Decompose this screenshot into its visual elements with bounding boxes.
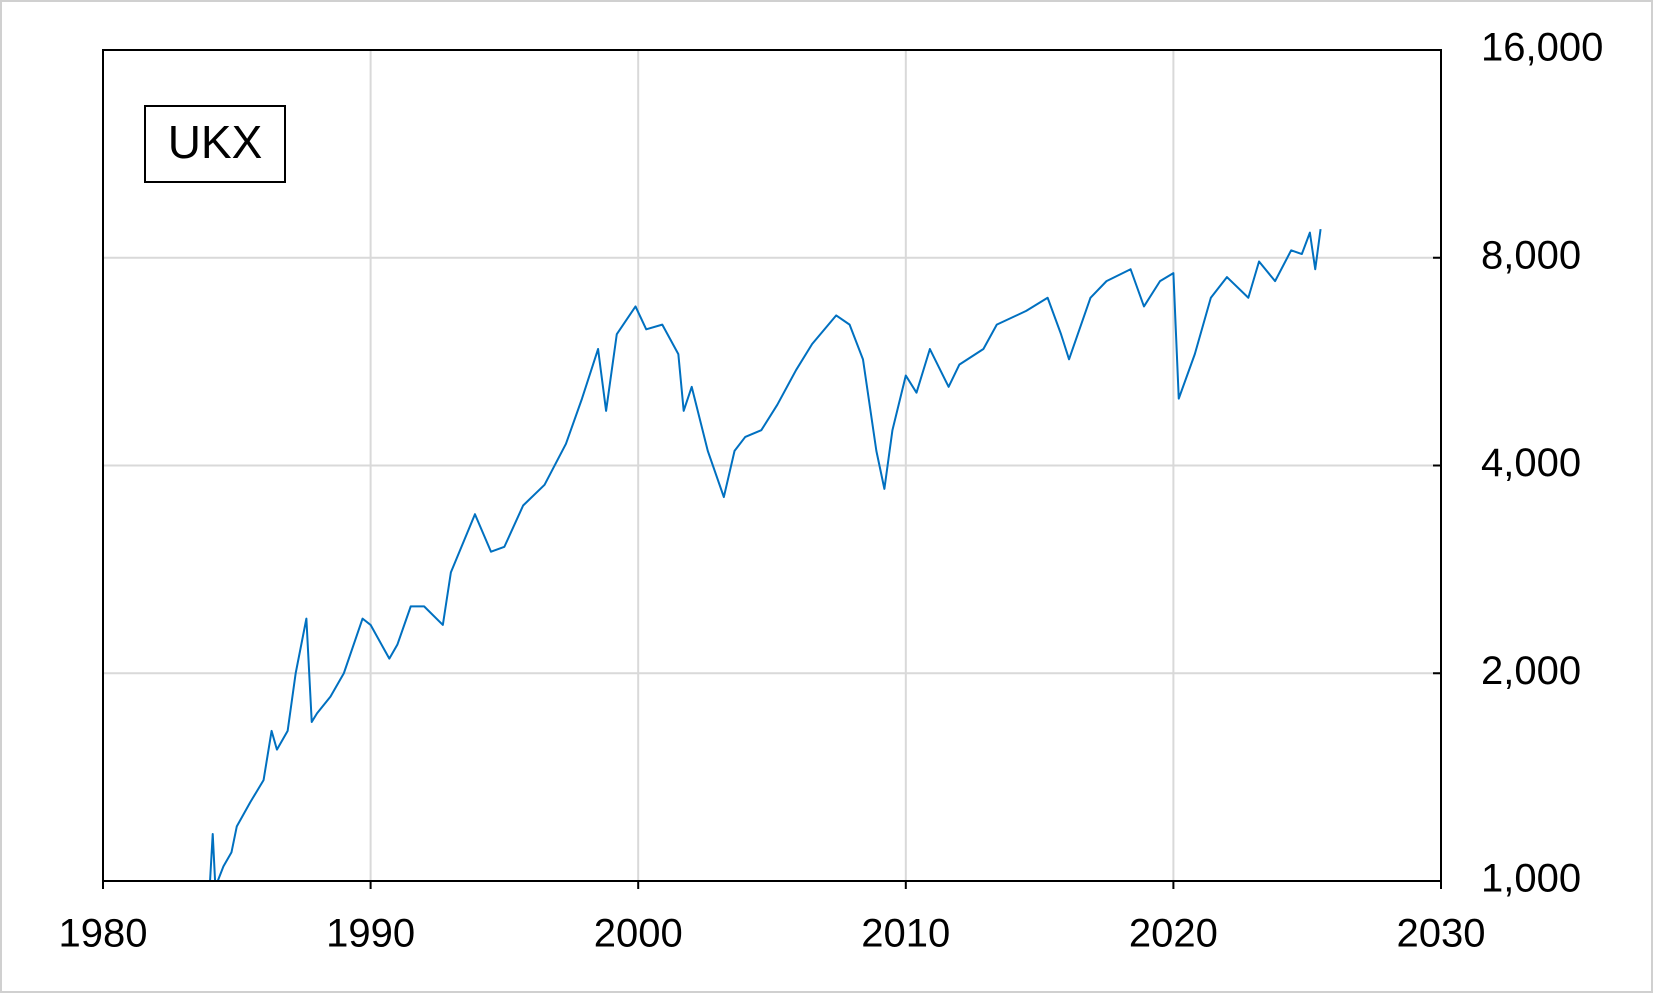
- legend-label: UKX: [168, 116, 263, 168]
- plot-area: [209, 229, 1322, 881]
- y-tick-label: 16,000: [1481, 26, 1603, 70]
- x-tick-label: 2020: [1129, 912, 1218, 956]
- series-line: [209, 229, 1322, 881]
- y-tick-label: 8,000: [1481, 233, 1581, 277]
- y-tick-label: 1,000: [1481, 857, 1581, 901]
- axis-labels: 1,000 2,000 4,000 8,000 16,000 1980 1990 2000 20…: [59, 26, 1604, 956]
- x-tick-label: 2010: [861, 912, 950, 956]
- x-tick-label: 1980: [59, 912, 148, 956]
- x-tick-label: 1990: [326, 912, 415, 956]
- y-tick-label: 4,000: [1481, 441, 1581, 485]
- legend-box: [144, 105, 286, 183]
- y-tick-label: 2,000: [1481, 649, 1581, 693]
- x-tick-label: 2030: [1397, 912, 1486, 956]
- x-tick-label: 2000: [594, 912, 683, 956]
